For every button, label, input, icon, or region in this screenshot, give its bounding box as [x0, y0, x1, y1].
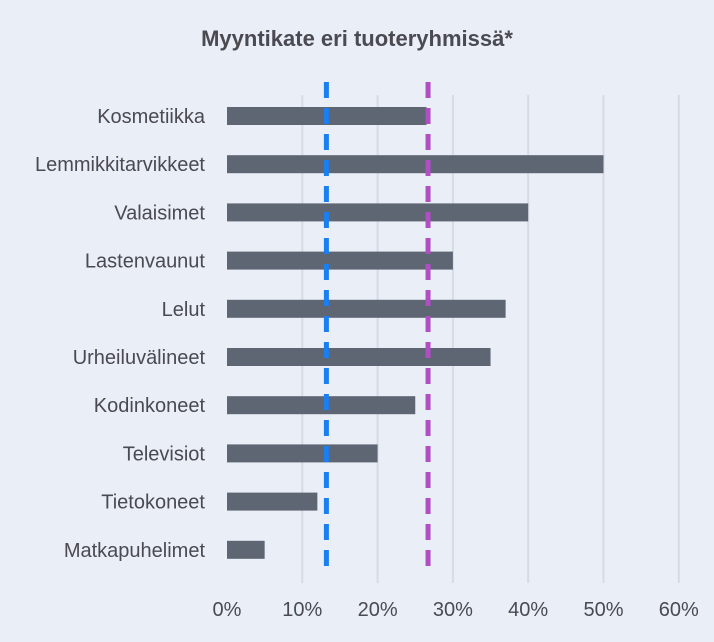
bar [227, 155, 604, 174]
x-tick-label: 0% [213, 599, 242, 621]
x-tick-label: 50% [583, 599, 623, 621]
category-label: Matkapuhelimet [64, 540, 206, 562]
bar [227, 396, 416, 415]
bar [227, 492, 318, 511]
category-label: Kosmetiikka [97, 106, 206, 128]
x-tick-label: 10% [282, 599, 322, 621]
bar [227, 348, 491, 366]
x-tick-label: 20% [358, 599, 398, 621]
chart-title: Myyntikate eri tuoteryhmissä* [201, 26, 513, 51]
category-label: Lelut [162, 299, 206, 321]
bar [227, 444, 378, 463]
category-label: Kodinkoneet [94, 395, 206, 417]
category-label: Televisiot [123, 443, 206, 465]
category-label: Urheiluvälineet [73, 347, 206, 369]
x-tick-label: 30% [433, 599, 473, 621]
x-tick-label: 40% [508, 599, 548, 621]
bar [227, 540, 265, 559]
bar [227, 299, 506, 318]
category-label: Tietokoneet [101, 492, 205, 514]
category-label: Valaisimet [114, 202, 205, 224]
bar [227, 251, 453, 270]
bar [227, 203, 529, 222]
category-label: Lastenvaunut [85, 251, 206, 273]
x-tick-label: 60% [659, 599, 699, 621]
category-label: Lemmikkitarvikkeet [35, 154, 205, 176]
